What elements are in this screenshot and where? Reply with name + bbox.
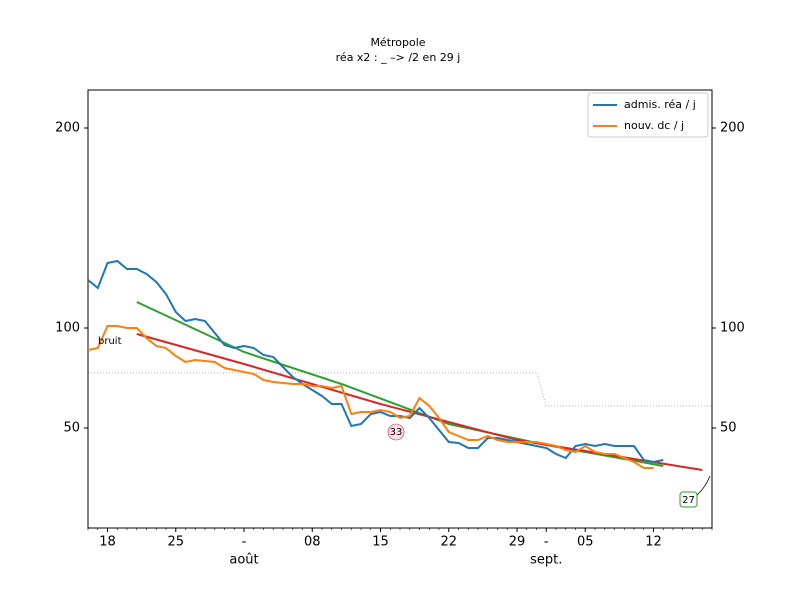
x-tick-label: 22 [440,535,457,550]
x-tick-label: - [242,535,247,550]
month-label: sept. [530,553,562,568]
legend-label: admis. réa / j [624,98,696,111]
y-tick-label: 200 [55,121,80,136]
series-line [87,259,664,464]
y2-tick-label: 200 [720,121,745,136]
annotation: bruit [98,336,122,347]
noise-line [536,372,712,407]
x-tick-label: 18 [99,535,116,550]
y-tick-label: 100 [55,321,80,336]
x-tick-label: 15 [372,535,389,550]
legend-label: nouv. dc / j [624,119,684,132]
legend-box [587,92,709,138]
chart-title: Métropole [370,36,425,49]
annotation-arrow [696,475,711,496]
x-tick-label: 12 [645,535,662,550]
x-tick-label: 29 [509,535,526,550]
y-tick-label: 50 [63,421,80,436]
annotation: 27 [682,495,695,506]
chart-subtitle: réa x2 : _ –> /2 en 29 j [336,51,461,64]
annotation-marker [387,423,405,441]
month-label: août [229,553,258,568]
annotation: 33 [390,427,403,438]
series-line [87,325,654,469]
x-tick-label: 05 [577,535,594,550]
x-tick-label: 08 [304,535,321,550]
x-tick-label: 25 [167,535,184,550]
annotation-box [679,491,698,508]
y2-tick-label: 100 [720,321,745,336]
x-tick-label: - [544,535,549,550]
y2-tick-label: 50 [720,421,737,436]
legend: admis. réa / j nouv. dc / j [587,92,709,138]
